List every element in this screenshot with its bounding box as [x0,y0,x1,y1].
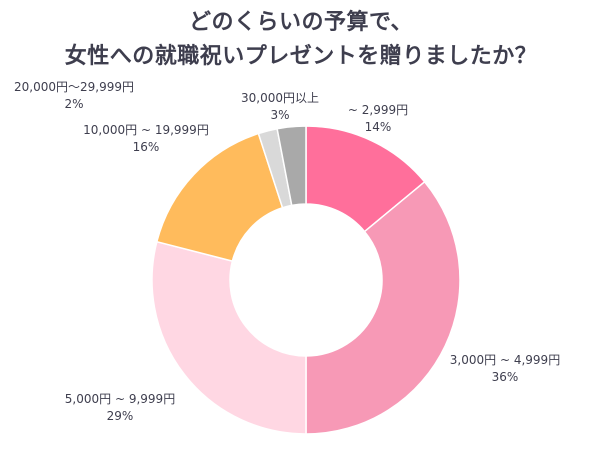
slice-label-3: 10,000円 ~ 19,999円 [83,123,209,137]
slice-label-0: ~ 2,999円 [348,103,408,117]
slice-label-2: 5,000円 ~ 9,999円 [65,392,175,406]
slice-value-5: 3% [270,108,289,122]
donut-slice-2 [151,240,307,435]
slice-value-4: 2% [64,97,83,111]
chart-title-line-1: どのくらいの予算で、 [188,10,414,35]
slice-value-2: 29% [107,409,134,423]
slice-label-4: 20,000円〜29,999円 [14,80,134,94]
slice-value-1: 36% [492,370,519,384]
donut-slice-3 [155,132,284,263]
donut-slice-5 [276,125,307,207]
donut-slices [151,125,461,435]
slice-value-3: 16% [133,140,160,154]
slice-label-5: 30,000円以上 [241,91,319,105]
donut-slice-1 [305,180,461,435]
chart-title-line-2: 女性への就職祝いプレゼントを贈りましたか？ [64,44,538,69]
donut-labels: ~ 2,999円 14% 3,000円 ~ 4,999円 36% 5,000円 ~ 9,… [14,80,560,423]
slice-value-0: 14% [365,120,392,134]
slice-label-1: 3,000円 ~ 4,999円 [450,353,560,367]
